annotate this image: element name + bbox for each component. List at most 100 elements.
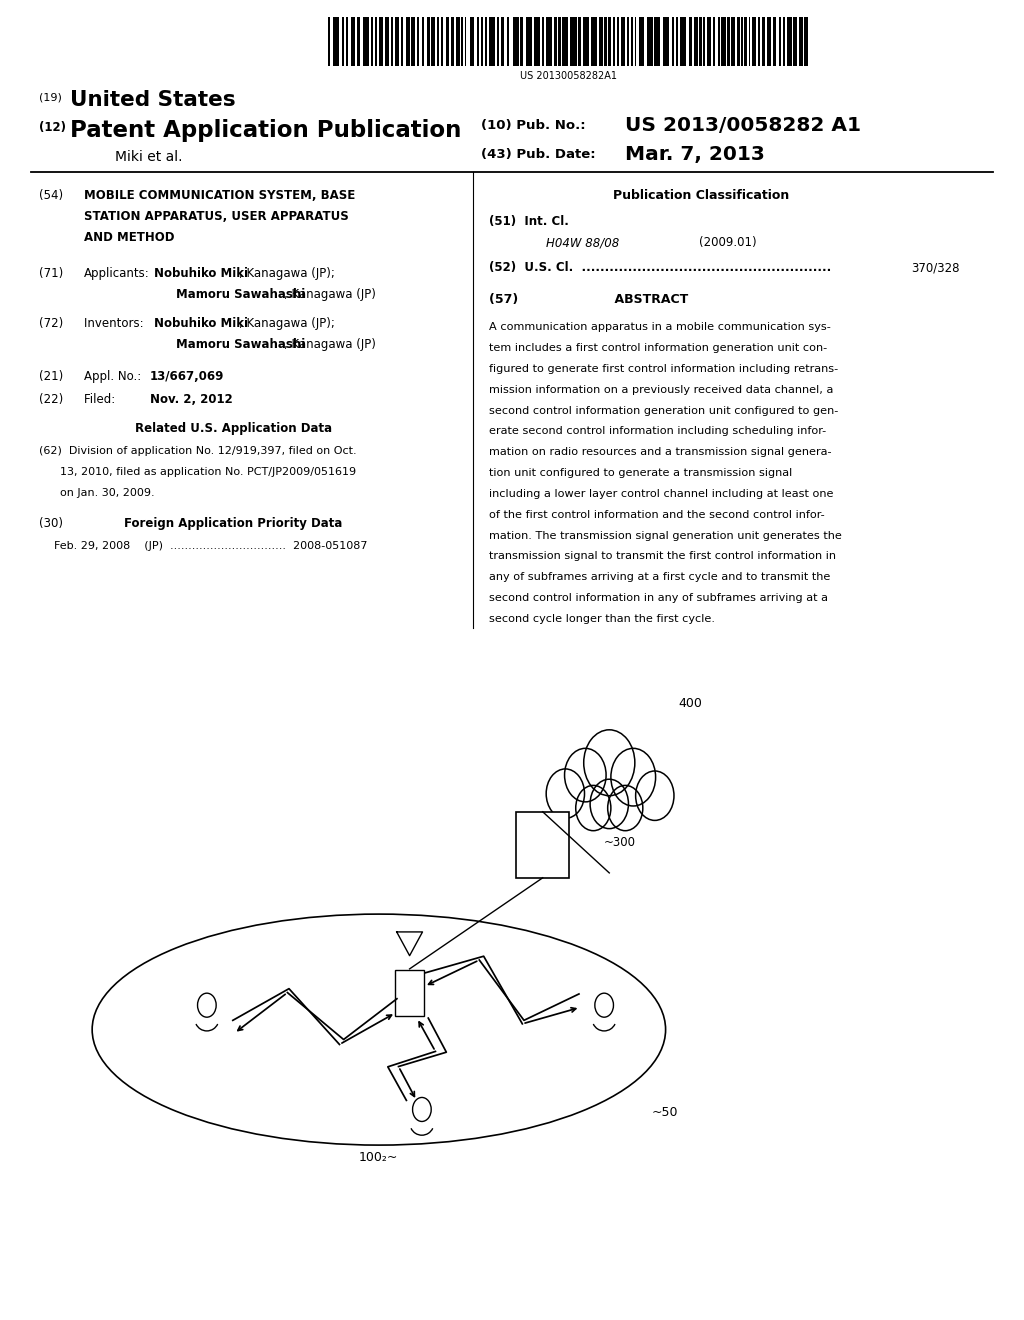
Text: tem includes a first control information generation unit con-: tem includes a first control information… bbox=[489, 343, 827, 352]
Bar bbox=[608, 17, 610, 66]
Bar bbox=[417, 17, 420, 66]
Text: (71): (71) bbox=[39, 267, 63, 280]
Bar bbox=[782, 17, 785, 66]
Text: mation on radio resources and a transmission signal genera-: mation on radio resources and a transmis… bbox=[489, 447, 831, 457]
Circle shape bbox=[611, 748, 655, 807]
Text: (10) Pub. No.:: (10) Pub. No.: bbox=[481, 119, 586, 132]
Bar bbox=[481, 17, 483, 66]
Text: (43) Pub. Date:: (43) Pub. Date: bbox=[481, 148, 596, 161]
Text: A communication apparatus in a mobile communication sys-: A communication apparatus in a mobile co… bbox=[489, 322, 831, 333]
Text: (30): (30) bbox=[39, 517, 62, 531]
Text: (21): (21) bbox=[39, 370, 63, 383]
Text: Publication Classification: Publication Classification bbox=[613, 189, 790, 202]
Text: tion unit configured to generate a transmission signal: tion unit configured to generate a trans… bbox=[489, 469, 793, 478]
Bar bbox=[516, 812, 569, 878]
Bar bbox=[646, 17, 652, 66]
Bar bbox=[470, 17, 474, 66]
Text: Nobuhiko Miki: Nobuhiko Miki bbox=[154, 267, 248, 280]
Text: including a lower layer control channel including at least one: including a lower layer control channel … bbox=[489, 488, 834, 499]
Bar bbox=[334, 17, 340, 66]
Bar bbox=[631, 17, 633, 66]
Bar bbox=[342, 17, 344, 66]
Bar bbox=[591, 17, 597, 66]
Bar bbox=[558, 17, 561, 66]
Text: Feb. 29, 2008    (JP)  ................................  2008-051087: Feb. 29, 2008 (JP) .....................… bbox=[54, 541, 368, 552]
Text: second cycle longer than the first cycle.: second cycle longer than the first cycle… bbox=[489, 614, 716, 624]
Text: (2009.01): (2009.01) bbox=[699, 236, 757, 249]
Bar bbox=[570, 17, 577, 66]
Bar bbox=[604, 17, 606, 66]
Bar bbox=[699, 17, 701, 66]
Bar bbox=[703, 17, 705, 66]
Bar bbox=[441, 17, 443, 66]
Bar bbox=[427, 17, 430, 66]
Bar bbox=[773, 17, 775, 66]
Text: , Kanagawa (JP): , Kanagawa (JP) bbox=[284, 338, 376, 351]
Text: transmission signal to transmit the first control information in: transmission signal to transmit the firs… bbox=[489, 552, 837, 561]
Bar bbox=[672, 17, 674, 66]
Bar bbox=[456, 17, 460, 66]
Text: Mamoru Sawahashi: Mamoru Sawahashi bbox=[176, 288, 305, 301]
Text: ~100₃: ~100₃ bbox=[611, 1056, 650, 1069]
Text: (54): (54) bbox=[39, 189, 63, 202]
Bar bbox=[462, 17, 463, 66]
Bar bbox=[401, 17, 403, 66]
Text: , Kanagawa (JP);: , Kanagawa (JP); bbox=[239, 267, 335, 280]
Text: figured to generate first control information including retrans-: figured to generate first control inform… bbox=[489, 364, 839, 374]
Bar bbox=[395, 969, 424, 1016]
Bar bbox=[562, 17, 568, 66]
Bar bbox=[752, 17, 756, 66]
Bar bbox=[583, 17, 589, 66]
Text: US 2013/0058282 A1: US 2013/0058282 A1 bbox=[625, 116, 860, 135]
Bar bbox=[799, 17, 803, 66]
Bar bbox=[371, 17, 374, 66]
Text: United States: United States bbox=[70, 90, 236, 110]
Bar bbox=[446, 17, 450, 66]
Bar bbox=[718, 17, 720, 66]
Text: 400: 400 bbox=[678, 697, 701, 710]
Bar bbox=[749, 17, 750, 66]
Bar bbox=[617, 17, 618, 66]
Bar bbox=[693, 17, 697, 66]
Text: 13, 2010, filed as application No. PCT/JP2009/051619: 13, 2010, filed as application No. PCT/J… bbox=[39, 467, 356, 478]
Text: 100₂~: 100₂~ bbox=[358, 1151, 397, 1164]
Bar bbox=[395, 17, 399, 66]
Circle shape bbox=[575, 785, 611, 830]
Circle shape bbox=[564, 748, 606, 801]
Text: Related U.S. Application Data: Related U.S. Application Data bbox=[135, 422, 332, 436]
Text: Patent Application Publication: Patent Application Publication bbox=[70, 119, 461, 141]
Text: ~50: ~50 bbox=[651, 1106, 678, 1119]
Bar bbox=[767, 17, 771, 66]
Bar bbox=[357, 17, 360, 66]
Bar bbox=[526, 17, 532, 66]
Text: Appl. No.:: Appl. No.: bbox=[84, 370, 145, 383]
Text: (72): (72) bbox=[39, 317, 63, 330]
Bar bbox=[554, 17, 557, 66]
Text: AND METHOD: AND METHOD bbox=[84, 231, 174, 244]
Text: mission information on a previously received data channel, a: mission information on a previously rece… bbox=[489, 384, 834, 395]
Text: Miki et al.: Miki et al. bbox=[115, 150, 182, 165]
Text: Nobuhiko Miki: Nobuhiko Miki bbox=[154, 317, 248, 330]
Bar bbox=[452, 17, 454, 66]
Text: (51)  Int. Cl.: (51) Int. Cl. bbox=[489, 215, 569, 228]
Text: (57)                      ABSTRACT: (57) ABSTRACT bbox=[489, 293, 689, 306]
Bar bbox=[713, 17, 715, 66]
Bar bbox=[485, 17, 487, 66]
Bar bbox=[513, 17, 519, 66]
Bar bbox=[804, 17, 808, 66]
Bar bbox=[431, 17, 435, 66]
Text: 13/667,069: 13/667,069 bbox=[150, 370, 224, 383]
Bar bbox=[465, 17, 467, 66]
Circle shape bbox=[636, 771, 674, 821]
Bar bbox=[364, 17, 370, 66]
Text: second control information generation unit configured to gen-: second control information generation un… bbox=[489, 405, 839, 416]
Text: US 20130058282A1: US 20130058282A1 bbox=[520, 71, 616, 82]
Bar bbox=[727, 17, 729, 66]
Bar bbox=[721, 17, 725, 66]
Bar bbox=[351, 17, 355, 66]
Text: (12): (12) bbox=[39, 121, 66, 135]
Bar bbox=[578, 17, 581, 66]
Text: Foreign Application Priority Data: Foreign Application Priority Data bbox=[124, 517, 343, 531]
Bar bbox=[741, 17, 742, 66]
Text: of the first control information and the second control infor-: of the first control information and the… bbox=[489, 510, 825, 520]
